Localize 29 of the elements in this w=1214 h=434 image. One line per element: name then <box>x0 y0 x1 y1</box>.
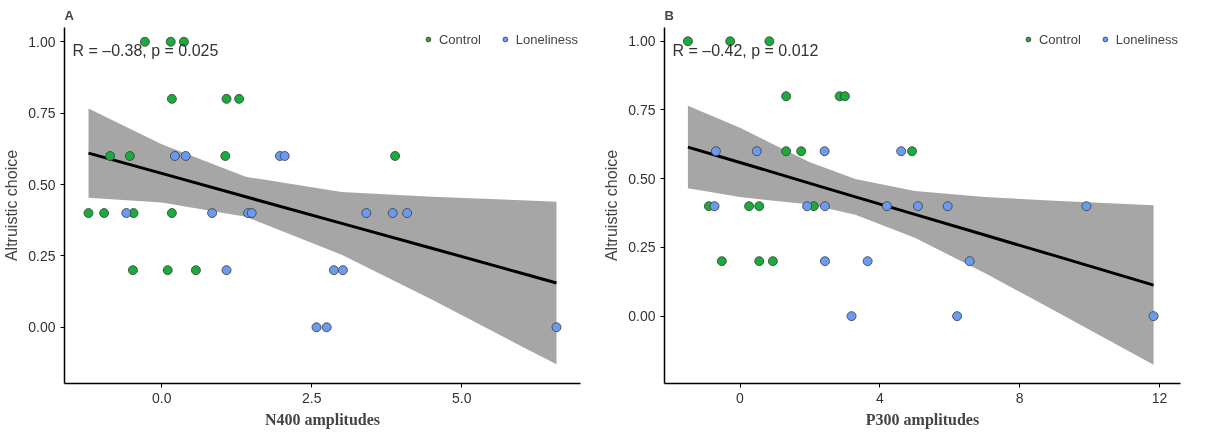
x-tick-label: 12 <box>1151 389 1168 406</box>
legend-label: Loneliness <box>515 31 578 47</box>
y-tick-label: 0.25 <box>28 247 56 264</box>
y-tick-label: 1.00 <box>28 33 56 50</box>
y-tick-label: 0.00 <box>628 308 656 325</box>
x-axis-title: P300 amplitudes <box>865 410 980 429</box>
x-tick-label: 0 <box>736 389 745 406</box>
y-tick-label: 0.50 <box>628 170 656 187</box>
y-tick-label: 0.25 <box>628 239 656 256</box>
x-axis-title: N400 amplitudes <box>264 410 381 429</box>
legend-label: Control <box>1038 31 1081 47</box>
y-axis-title: Altruistic choice <box>3 149 21 262</box>
y-tick-label: 0.75 <box>28 105 56 122</box>
x-tick-label: 5.0 <box>451 389 472 406</box>
annotation: R = –0.42, p = 0.012 <box>672 41 819 59</box>
annotation: R = –0.38, p = 0.025 <box>72 41 219 59</box>
y-tick-label: 0.75 <box>628 101 656 118</box>
chart-title: A <box>64 7 75 23</box>
x-tick-label: 2.5 <box>301 389 322 406</box>
chart-title: B <box>664 7 674 23</box>
y-axis-title: Altruistic choice <box>603 149 621 262</box>
x-tick-label: 4 <box>875 389 884 406</box>
y-tick-label: 1.00 <box>628 33 656 50</box>
legend-label: Control <box>438 31 481 47</box>
x-tick-label: 0.0 <box>151 389 172 406</box>
legend-label: Loneliness <box>1115 31 1178 47</box>
y-tick-label: 0.00 <box>28 319 56 336</box>
y-tick-label: 0.50 <box>28 176 56 193</box>
x-tick-label: 8 <box>1015 389 1024 406</box>
